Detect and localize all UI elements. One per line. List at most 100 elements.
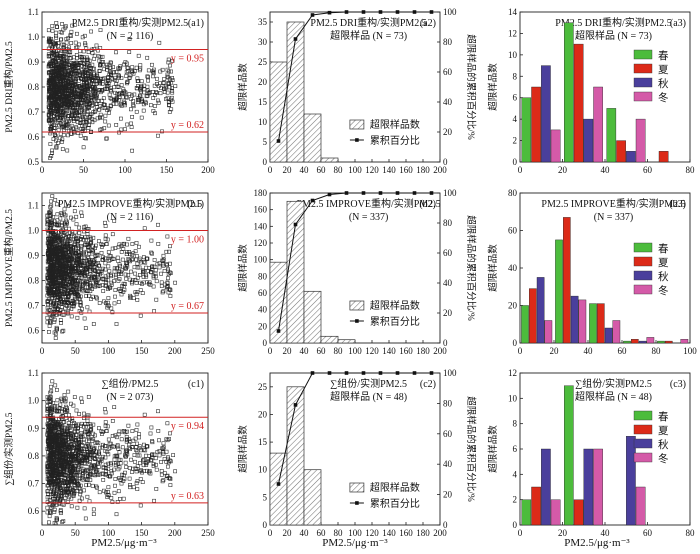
scatter-point — [168, 261, 172, 266]
scatter-point — [55, 94, 59, 99]
scatter-point — [90, 287, 94, 291]
x-tick-label: 150 — [160, 165, 174, 175]
scatter-point — [58, 283, 63, 288]
scatter-point — [135, 79, 140, 83]
scatter-point — [85, 282, 89, 286]
scatter-point — [110, 500, 115, 504]
scatter-point — [140, 480, 145, 484]
panel-title-line: PM2.5 DRI重构/实测PM2.5 — [310, 16, 426, 29]
scatter-point — [77, 286, 81, 291]
y-axis-label: ∑组份/实测PM2.5 — [3, 412, 15, 485]
scatter-point — [67, 461, 72, 466]
scatter-point — [67, 99, 72, 104]
scatter-point — [47, 288, 52, 293]
scatter-point — [102, 126, 107, 131]
scatter-point — [146, 268, 151, 273]
y-tick-label: 20 — [258, 77, 268, 87]
scatter-point — [48, 205, 53, 209]
legend-swatch — [633, 424, 653, 435]
x-tick-label: 120 — [365, 346, 379, 356]
scatter-point — [74, 250, 78, 255]
scatter-point — [120, 472, 124, 477]
scatter-point — [152, 452, 157, 457]
x-tick-label: 20 — [550, 346, 560, 356]
scatter-point — [151, 284, 156, 289]
scatter-point — [72, 237, 76, 242]
scatter-point — [64, 431, 68, 436]
scatter-point — [134, 292, 139, 297]
scatter-point — [151, 96, 156, 100]
scatter-point — [142, 280, 146, 285]
bar — [303, 113, 322, 163]
scatter-point — [83, 288, 88, 293]
scatter-point — [107, 62, 112, 67]
scatter-point — [166, 99, 171, 104]
scatter-point — [118, 461, 123, 466]
scatter-point — [156, 100, 161, 105]
scatter-point — [153, 104, 157, 108]
scatter-point — [96, 284, 100, 289]
scatter-point — [125, 80, 130, 84]
y-axis-label: 超限样品数 — [237, 244, 249, 292]
y-tick-label: 8 — [513, 419, 518, 429]
y-tick-label: 25 — [258, 382, 268, 392]
scatter-point — [60, 441, 65, 446]
scatter-point — [78, 283, 83, 288]
cumulative-point — [395, 10, 400, 14]
scatter-point — [54, 24, 59, 29]
scatter-point — [85, 58, 89, 62]
scatter-point — [106, 461, 111, 466]
scatter-point — [131, 466, 136, 471]
bar-冬 — [612, 320, 621, 344]
scatter-point — [92, 455, 96, 460]
scatter-point — [122, 287, 127, 292]
bar-冬 — [680, 339, 689, 344]
scatter-point — [83, 129, 87, 133]
scatter-point — [92, 275, 96, 279]
plot-frame — [41, 372, 209, 526]
y-tick-label: 80 — [508, 188, 518, 198]
scatter-point — [123, 470, 127, 475]
scatter-point — [118, 264, 123, 268]
scatter-point — [74, 214, 79, 219]
y-right-axis-label: 超限样品的累积百分比/% — [465, 34, 477, 140]
scatter-point — [106, 278, 111, 283]
scatter-point — [50, 467, 54, 471]
scatter-point — [173, 469, 177, 474]
y-right-tick-label: 100 — [443, 7, 457, 17]
scatter-point — [91, 473, 96, 477]
scatter-point — [78, 49, 82, 54]
scatter-point — [120, 445, 125, 450]
scatter-point — [131, 296, 136, 300]
scatter-point — [67, 445, 71, 449]
scatter-point — [102, 488, 106, 493]
scatter-point — [134, 109, 139, 114]
scatter-point — [65, 486, 69, 491]
x-tick-label: 200 — [433, 165, 447, 175]
scatter-point — [59, 276, 64, 280]
scatter-point — [127, 75, 132, 80]
scatter-point — [74, 433, 78, 437]
scatter-point — [87, 106, 91, 110]
scatter-point — [64, 406, 69, 410]
panel-label: (b1) — [187, 199, 204, 210]
y-axis-label: 超限样品数 — [487, 425, 499, 473]
y-tick-label: 30 — [258, 37, 268, 47]
y-right-tick-label: 80 — [443, 218, 453, 228]
scatter-point — [51, 497, 56, 501]
scatter-point — [58, 508, 63, 512]
scatter-point — [75, 470, 80, 475]
scatter-point — [80, 443, 85, 447]
scatter-point — [75, 116, 80, 121]
scatter-point — [128, 483, 132, 487]
scatter-point — [167, 437, 171, 441]
scatter-point — [127, 50, 132, 54]
scatter-point — [130, 65, 135, 70]
scatter-point — [114, 454, 119, 459]
bar — [286, 386, 305, 526]
scatter-point — [72, 424, 76, 429]
bar-春 — [589, 303, 597, 344]
scatter-point — [111, 257, 116, 261]
cumulative-point — [276, 139, 281, 143]
scatter-point — [82, 416, 86, 420]
